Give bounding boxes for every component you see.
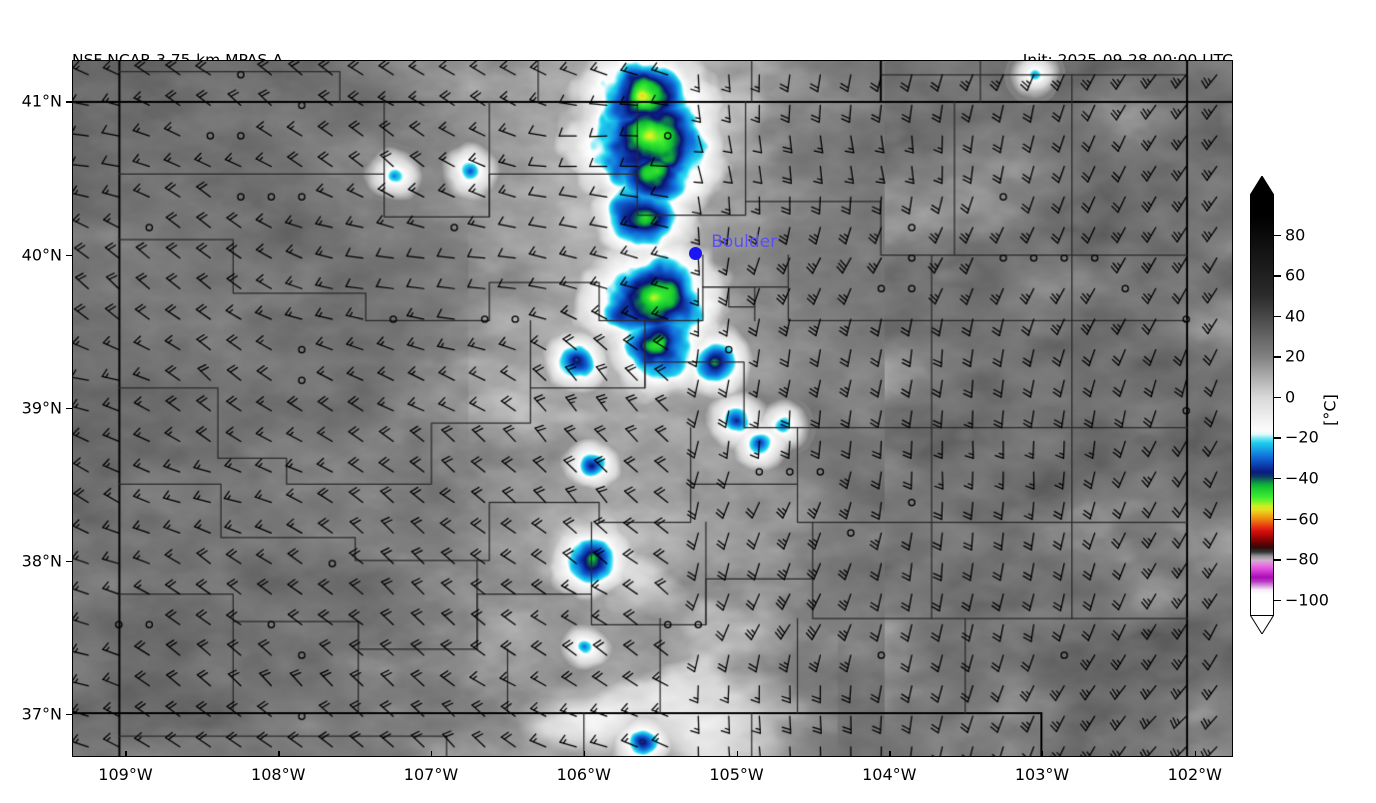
city-marker-boulder [689,247,703,260]
x-tick-label: 106°W [556,765,611,784]
x-tick [736,751,738,757]
x-tick-label: 109°W [98,765,153,784]
y-tick [66,254,72,256]
colorbar [1250,176,1274,634]
y-tick [66,101,72,103]
x-tick-label: 103°W [1014,765,1070,784]
colorbar-tick-label: 60 [1285,265,1306,285]
colorbar-tick [1274,478,1281,480]
x-tick-label: 108°W [251,765,306,784]
x-tick [430,751,433,757]
x-tick-label: 107°W [403,765,459,784]
y-tick-label: 40°N [21,245,62,265]
x-tick-label: 105°W [709,765,764,784]
x-tick [889,751,891,757]
x-tick [1042,751,1044,757]
y-tick-label: 39°N [21,398,62,418]
colorbar-tick-label: −60 [1285,509,1319,529]
colorbar-tick-label: −40 [1285,468,1319,488]
city-label-boulder: Boulder [711,232,778,252]
colorbar-tick-label: −100 [1285,590,1329,610]
map-plot-area[interactable] [72,60,1233,757]
colorbar-tick [1274,275,1281,277]
colorbar-extend-top-icon [1250,176,1274,195]
colorbar-tick [1274,599,1281,602]
y-tick-label: 38°N [21,551,62,571]
x-tick [1194,751,1197,757]
colorbar-gradient [1250,194,1274,616]
colorbar-tick-label: −20 [1285,427,1319,447]
x-tick-label: 102°W [1167,765,1222,784]
x-tick-label: 104°W [862,765,917,784]
y-tick [66,560,72,563]
colorbar-tick-label: 0 [1285,387,1296,407]
y-tick-label: 37°N [21,704,62,724]
y-tick [66,714,72,716]
colorbar-tick-label: 20 [1285,346,1306,366]
brightness-temperature-field [73,61,1232,756]
colorbar-tick [1274,518,1281,520]
colorbar-tick [1274,559,1281,561]
colorbar-unit-label: [°C] [1320,394,1340,426]
colorbar-tick-label: 40 [1285,306,1306,326]
x-tick [583,751,586,757]
x-tick [125,751,127,757]
y-tick [66,407,72,410]
colorbar-tick [1274,396,1281,399]
x-tick [278,751,280,757]
y-tick-label: 41°N [21,91,62,111]
colorbar-tick [1274,234,1281,236]
colorbar-tick [1274,356,1281,358]
colorbar-tick-label: −80 [1285,549,1319,569]
colorbar-tick [1274,437,1281,439]
colorbar-tick-label: 80 [1285,225,1306,245]
colorbar-tick [1274,315,1281,318]
colorbar-extend-bottom-icon [1250,615,1274,634]
